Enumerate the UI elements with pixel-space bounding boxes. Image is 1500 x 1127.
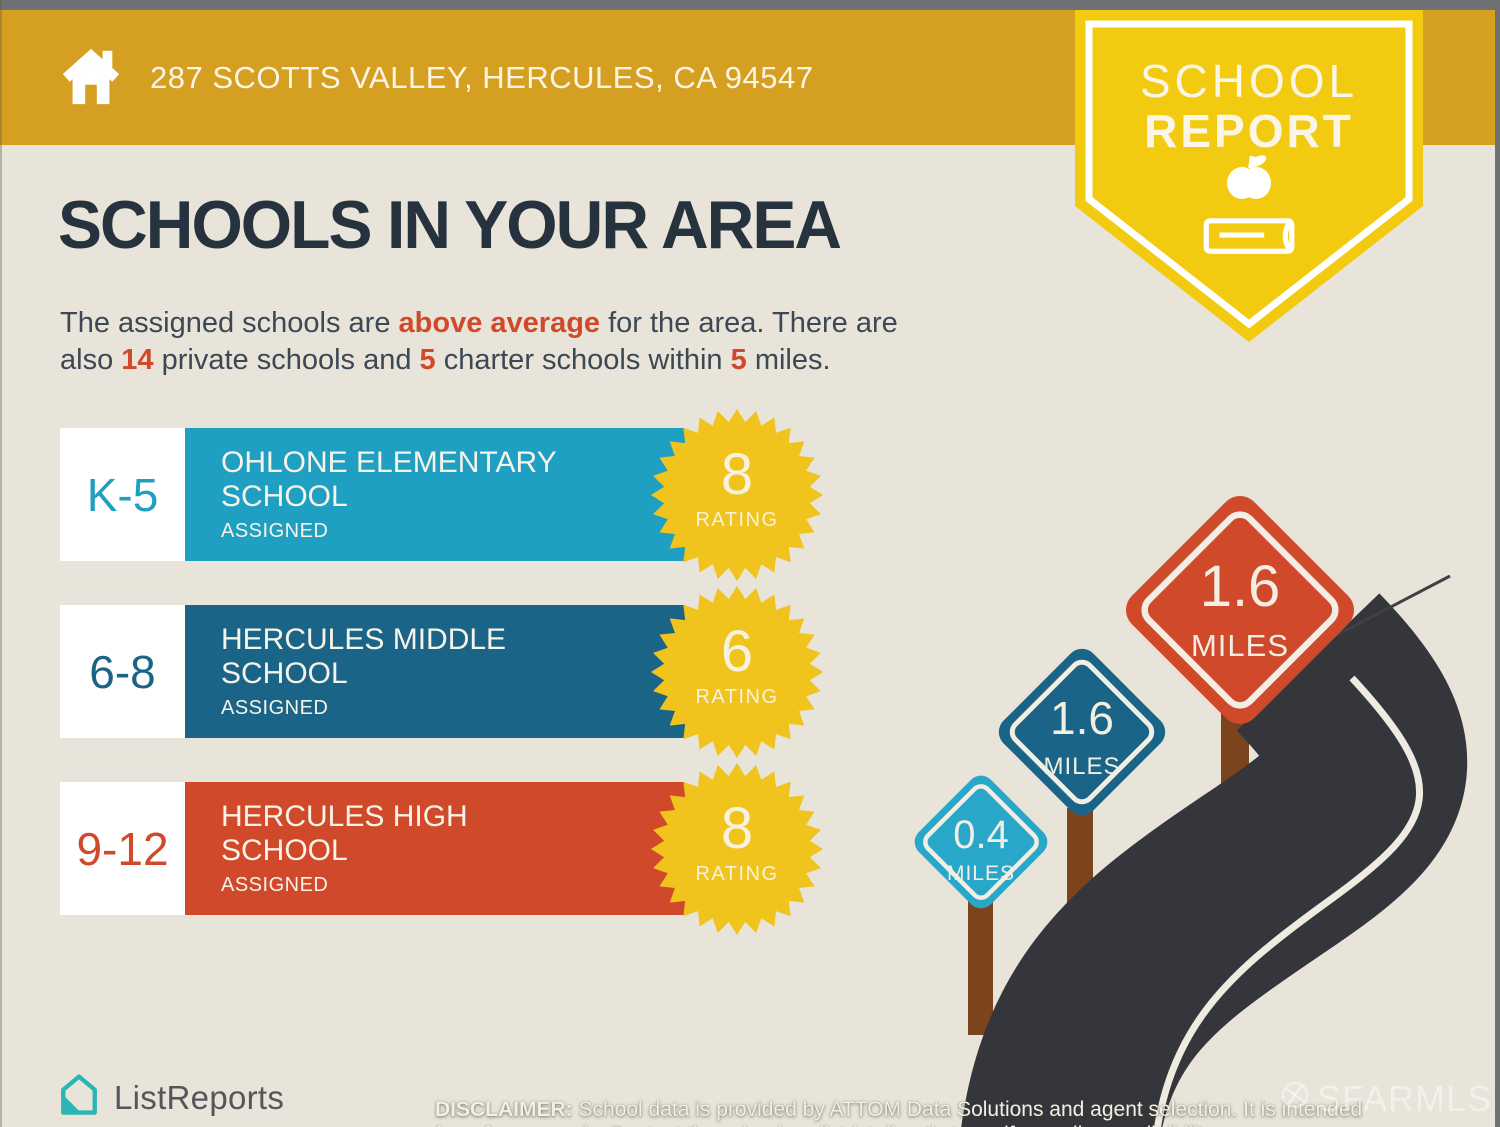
rating-label: RATING (695, 509, 779, 531)
disclaimer-line2: for reference only. Contact the school o… (435, 1123, 1219, 1127)
listreports-house-icon (58, 1072, 100, 1123)
right-frame-strip (1495, 0, 1500, 1127)
school-bar: OHLONE ELEMENTARY SCHOOL ASSIGNED (185, 428, 685, 561)
school-row-elementary: K-5 OHLONE ELEMENTARY SCHOOL ASSIGNED 8 … (0, 408, 900, 582)
left-frame-strip (0, 0, 2, 1127)
sign-unit: MILES (947, 862, 1015, 885)
school-status: ASSIGNED (221, 874, 329, 896)
school-bar: HERCULES MIDDLE SCHOOL ASSIGNED (185, 605, 685, 738)
school-status: ASSIGNED (221, 520, 329, 542)
ribbon-title-line1: SCHOOL (1139, 55, 1359, 107)
school-row-middle: 6-8 HERCULES MIDDLE SCHOOL ASSIGNED 6 RA… (0, 585, 900, 759)
mls-watermark-text: SFARMLS (1316, 1078, 1492, 1119)
sign-distance: 1.6 (1050, 692, 1114, 744)
school-status: ASSIGNED (221, 697, 329, 719)
rating-label: RATING (695, 863, 779, 885)
home-icon (60, 44, 122, 111)
school-report-ribbon: SCHOOL REPORT (1075, 10, 1423, 350)
rating-value: 6 (720, 619, 754, 684)
school-row-high: 9-12 HERCULES HIGH SCHOOL ASSIGNED 8 RAT… (0, 762, 900, 936)
book-icon (1201, 217, 1297, 260)
school-name: HERCULES HIGH SCHOOL (221, 800, 468, 867)
grade-range: 9-12 (76, 822, 169, 875)
top-frame-strip (0, 0, 1500, 10)
school-bar: HERCULES HIGH SCHOOL ASSIGNED (185, 782, 685, 915)
mls-globe-icon (1279, 1078, 1311, 1120)
grade-range: K-5 (86, 468, 159, 521)
grade-box: 9-12 (60, 782, 185, 915)
starburst-shape (649, 584, 825, 760)
road-edge-line (1153, 675, 1424, 1127)
road (961, 593, 1468, 1127)
intro-text: The assigned schools are above average f… (60, 307, 898, 376)
school-name: OHLONE ELEMENTARY SCHOOL (221, 446, 557, 513)
distance-sign-middle: 1.6 MILES (998, 648, 1166, 816)
rating-value: 8 (720, 796, 754, 861)
listreports-logo: ListReports (58, 1072, 284, 1123)
sign-unit: MILES (1191, 628, 1289, 663)
sign-distance: 1.6 (1200, 554, 1281, 619)
listreports-wordmark: ListReports (114, 1078, 285, 1116)
disclaimer-label: DISCLAIMER: (435, 1098, 573, 1121)
distance-sign-high: 1.6 MILES (1125, 495, 1355, 725)
disclaimer-text: DISCLAIMER: School data is provided by A… (435, 1097, 1415, 1127)
mls-watermark: SFARMLS (1279, 1078, 1492, 1120)
grade-box: 6-8 (60, 605, 185, 738)
starburst-shape (649, 407, 825, 583)
starburst-shape (649, 761, 825, 937)
disclaimer-line1: School data is provided by ATTOM Data So… (572, 1098, 1363, 1121)
apple-icon (1219, 150, 1279, 215)
ribbon-title-line2: REPORT (1144, 105, 1354, 157)
rating-label: RATING (695, 686, 779, 708)
sign-distance: 0.4 (953, 813, 1009, 857)
property-address: 287 SCOTTS VALLEY, HERCULES, CA 94547 (150, 59, 814, 95)
sign-post (968, 895, 993, 1035)
rating-badge: 8 RATING (649, 407, 825, 583)
rating-value: 8 (720, 442, 754, 507)
rating-badge: 8 RATING (649, 761, 825, 937)
distance-sign-elementary: 0.4 MILES (914, 775, 1048, 909)
school-name: HERCULES MIDDLE SCHOOL (221, 623, 507, 690)
grade-range: 6-8 (89, 645, 156, 698)
rating-badge: 6 RATING (649, 584, 825, 760)
sign-unit: MILES (1043, 753, 1120, 780)
grade-box: K-5 (60, 428, 185, 561)
page-title: SCHOOLS IN YOUR AREA (58, 187, 842, 263)
